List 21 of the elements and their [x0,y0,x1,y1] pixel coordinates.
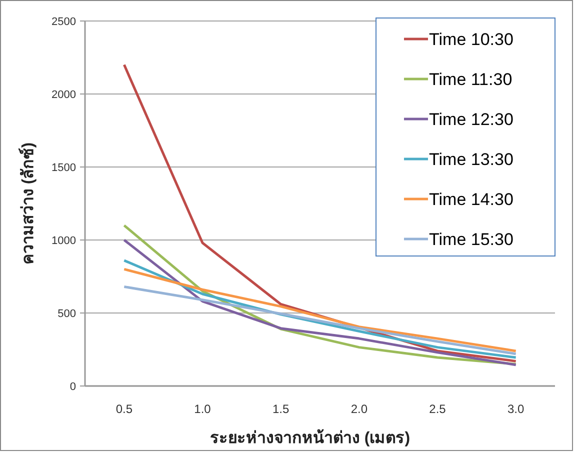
legend-label: Time 10:30 [429,30,514,49]
legend-label: Time 15:30 [429,230,514,249]
y-tick-label: 0 [70,380,76,393]
x-tick-label: 0.5 [116,402,133,416]
y-tick-label: 1500 [52,162,76,174]
x-tick-label: 2.0 [350,402,368,416]
y-axis-title: ความสว่าง (ลักซ์) [18,142,37,265]
y-tick-label: 2500 [52,16,76,28]
x-tick-label: 1.5 [272,402,290,416]
line-series [122,285,518,356]
legend-label: Time 12:30 [429,110,514,129]
x-tick-label: 1.0 [194,402,212,416]
x-axis-title: ระยะห่างจากหน้าต่าง (เมตร) [210,429,410,447]
x-tick-label: 3.0 [507,402,524,416]
legend-label: Time 13:30 [429,150,514,169]
legend-label: Time 14:30 [429,190,514,209]
legend-label: Time 11:30 [429,70,512,89]
y-tick-label: 1000 [52,234,76,247]
y-tick-label: 2000 [52,88,76,101]
y-tick-label: 500 [58,308,76,320]
x-tick-label: 2.5 [429,402,446,416]
